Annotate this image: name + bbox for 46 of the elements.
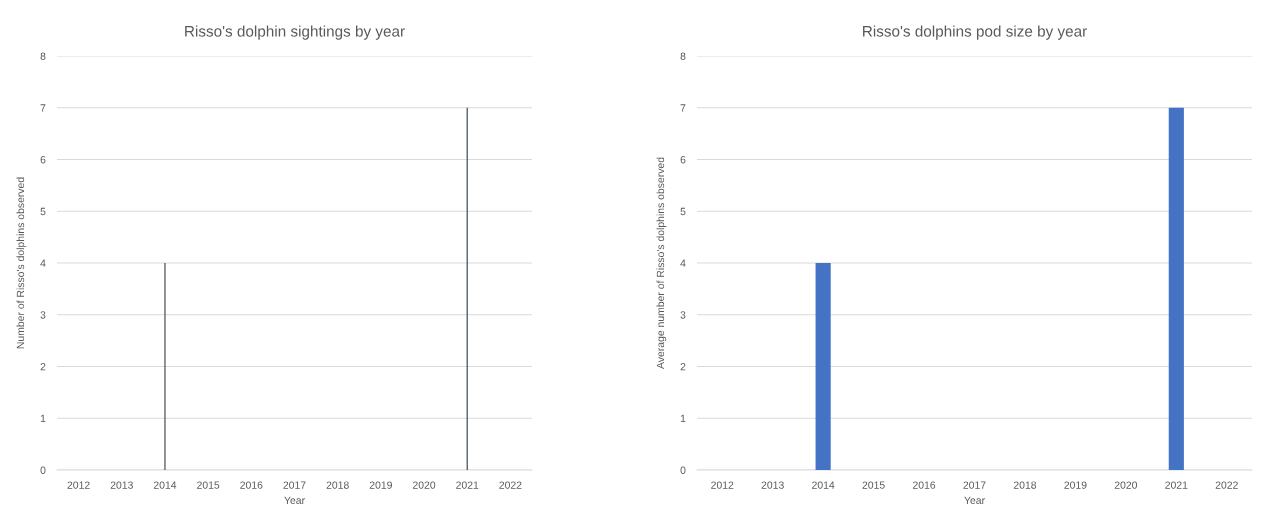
- y-tick-label: 4: [680, 259, 686, 267]
- x-tick-label: 2012: [711, 481, 734, 489]
- x-tick-label: 2017: [283, 481, 306, 489]
- y-tick-label: 7: [680, 104, 686, 112]
- y-tick-label: 6: [40, 156, 46, 164]
- y-axis-title: Average number of Risso's dolphins observed: [656, 157, 667, 369]
- x-tick-label: 2018: [1013, 481, 1037, 489]
- y-tick-label: 5: [680, 207, 686, 216]
- x-tick-label: 2020: [1114, 481, 1138, 489]
- x-tick-label: 2019: [1064, 481, 1087, 489]
- x-axis-title: Year: [964, 496, 985, 505]
- x-axis-title: Year: [284, 496, 305, 505]
- x-tick-label: 2012: [67, 481, 90, 489]
- x-tick-label: 2022: [1215, 481, 1238, 489]
- x-tick-label: 2016: [240, 481, 263, 489]
- y-tick-label: 7: [40, 104, 46, 112]
- x-tick-label: 2017: [963, 481, 986, 489]
- y-axis-title: Number of Risso's dolphins observed: [16, 177, 27, 349]
- y-tick-label: 2: [680, 363, 686, 371]
- x-tick-label: 2016: [912, 481, 936, 489]
- x-tick-label: 2018: [326, 481, 349, 489]
- x-tick-label: 2015: [197, 481, 220, 489]
- x-tick-label: 2021: [456, 481, 479, 489]
- chart-title: Risso's dolphins pod size by year: [863, 25, 1087, 40]
- x-tick-label: 2014: [812, 481, 835, 489]
- x-tick-label: 2020: [412, 481, 436, 489]
- x-tick-label: 2015: [862, 481, 885, 489]
- y-tick-label: 3: [40, 311, 46, 319]
- y-tick-label: 8: [40, 52, 46, 60]
- y-tick-label: 6: [680, 156, 686, 164]
- y-tick-label: 1: [680, 414, 686, 423]
- chart-title: Risso's dolphin sightings by year: [185, 25, 405, 40]
- y-tick-label: 0: [40, 466, 46, 474]
- x-tick-label: 2022: [499, 481, 522, 489]
- y-tick-label: 0: [680, 466, 686, 474]
- y-tick-label: 2: [40, 363, 46, 371]
- x-tick-label: 2019: [369, 481, 392, 489]
- x-tick-label: 2014: [153, 481, 177, 489]
- y-tick-label: 5: [40, 207, 46, 216]
- x-tick-label: 2021: [1165, 481, 1188, 489]
- x-tick-label: 2013: [761, 481, 784, 489]
- x-tick-label: 2013: [110, 481, 133, 489]
- y-tick-label: 1: [40, 414, 46, 423]
- y-tick-label: 4: [40, 259, 46, 267]
- y-tick-label: 3: [680, 311, 686, 319]
- y-tick-label: 8: [680, 52, 686, 60]
